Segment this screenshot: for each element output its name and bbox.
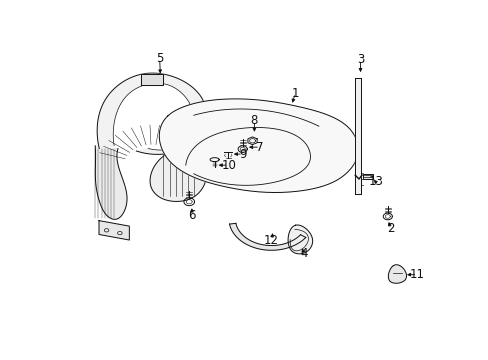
Polygon shape <box>97 73 206 154</box>
Circle shape <box>104 229 109 232</box>
Text: 13: 13 <box>367 175 382 188</box>
Circle shape <box>117 231 122 235</box>
Bar <box>362 174 373 179</box>
Polygon shape <box>99 221 129 240</box>
Text: 12: 12 <box>264 234 278 247</box>
Text: 4: 4 <box>299 247 307 260</box>
Text: 1: 1 <box>291 87 299 100</box>
Text: 6: 6 <box>188 208 195 221</box>
Text: 5: 5 <box>156 52 163 65</box>
Polygon shape <box>354 78 360 194</box>
Polygon shape <box>387 265 406 283</box>
Polygon shape <box>150 150 206 202</box>
Text: 11: 11 <box>409 268 424 281</box>
Polygon shape <box>229 223 305 250</box>
Text: 7: 7 <box>256 141 264 154</box>
Text: 3: 3 <box>356 53 364 66</box>
Polygon shape <box>95 146 127 219</box>
Text: 8: 8 <box>250 114 258 127</box>
Polygon shape <box>141 74 163 85</box>
Polygon shape <box>159 99 357 193</box>
Text: 10: 10 <box>221 159 236 172</box>
Text: 2: 2 <box>386 222 394 235</box>
Text: 9: 9 <box>239 148 246 161</box>
Polygon shape <box>287 225 312 254</box>
